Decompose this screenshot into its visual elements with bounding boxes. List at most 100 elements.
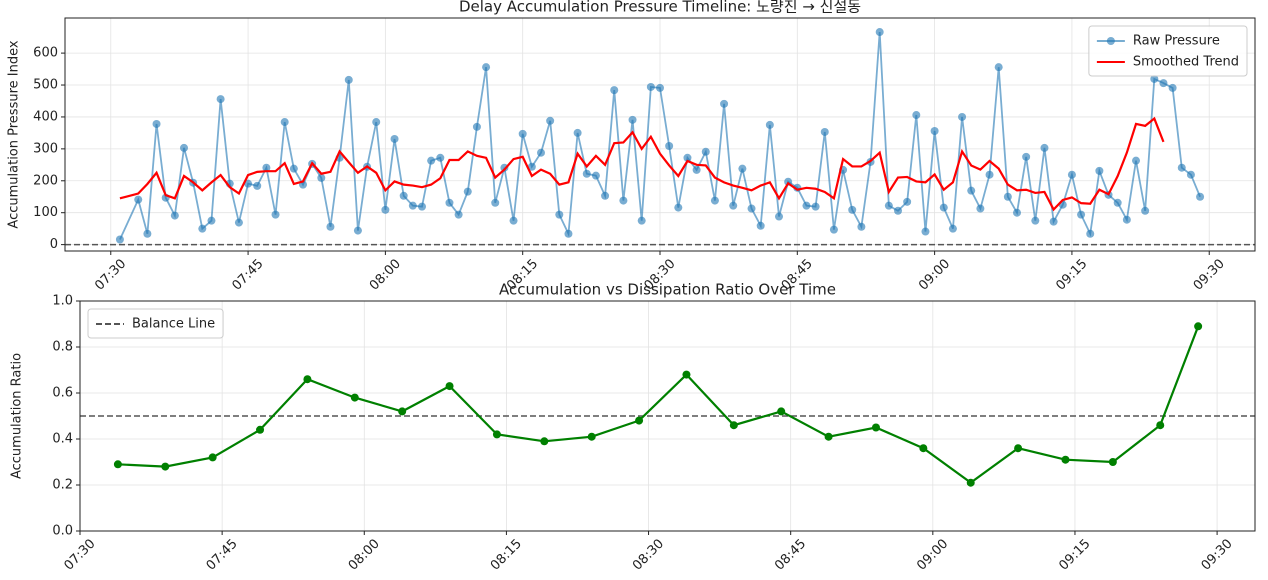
data-point	[1150, 74, 1159, 83]
data-point	[619, 196, 628, 205]
data-point	[912, 111, 921, 120]
data-point	[756, 221, 765, 230]
data-point	[802, 201, 811, 210]
data-point	[256, 425, 265, 434]
data-point	[1156, 421, 1165, 430]
legend-box	[1088, 25, 1248, 77]
data-point	[1177, 163, 1186, 172]
series-line	[117, 325, 1200, 485]
data-point	[262, 163, 271, 172]
data-point	[1194, 322, 1203, 331]
data-point	[540, 437, 549, 446]
data-point	[350, 393, 359, 402]
data-point	[582, 169, 591, 178]
data-point	[436, 153, 445, 162]
data-point	[701, 147, 710, 156]
data-point	[463, 187, 472, 196]
data-point	[637, 216, 646, 225]
data-point	[161, 462, 170, 471]
data-point	[747, 204, 756, 213]
x-tick-label: 09:30	[1199, 536, 1236, 573]
data-point	[777, 407, 786, 416]
data-point	[1196, 192, 1205, 201]
data-point	[399, 191, 408, 200]
data-point	[555, 210, 564, 219]
data-point	[1086, 229, 1095, 238]
x-tick-label: 07:30	[61, 536, 98, 573]
data-point	[1003, 192, 1012, 201]
data-point	[280, 118, 289, 127]
x-tick-label: 09:00	[916, 256, 953, 293]
data-point	[775, 212, 783, 221]
data-point	[353, 226, 362, 235]
legend-label: Balance Line	[132, 317, 215, 332]
x-tick-label: 08:45	[772, 536, 809, 573]
data-point	[682, 370, 691, 379]
data-point	[1040, 143, 1049, 152]
chart-title: Accumulation vs Dissipation Ratio Over T…	[499, 281, 836, 299]
legend: Raw Pressure Smoothed Trend	[1088, 25, 1248, 77]
data-point	[591, 171, 600, 180]
legend-label: Smoothed Trend	[1133, 55, 1239, 70]
data-point	[674, 203, 683, 212]
x-tick-label: 08:00	[346, 536, 383, 573]
x-tick-label: 09:30	[1191, 256, 1228, 293]
data-point	[234, 218, 243, 227]
data-point	[134, 195, 143, 204]
data-point	[729, 421, 738, 430]
data-point	[967, 186, 976, 195]
data-point	[930, 126, 939, 135]
data-point	[1186, 170, 1195, 179]
data-point	[390, 134, 399, 143]
data-point	[994, 63, 1003, 72]
data-point	[1014, 444, 1023, 453]
data-point	[894, 206, 902, 215]
data-point	[143, 229, 152, 238]
data-point	[635, 416, 644, 425]
x-tick-label: 09:00	[914, 536, 951, 573]
plot-frame	[79, 300, 1256, 532]
data-point	[564, 229, 573, 238]
data-point	[454, 210, 463, 219]
y-tick-label: 300	[33, 141, 58, 156]
data-point	[216, 95, 225, 104]
data-point	[1141, 206, 1150, 215]
data-point	[656, 83, 664, 92]
data-point	[573, 128, 582, 137]
data-point	[903, 197, 912, 206]
data-point	[1122, 215, 1131, 224]
y-axis-label: Accumulation Pressure Index	[7, 40, 22, 228]
x-tick-label: 08:15	[488, 536, 525, 573]
data-point	[985, 170, 994, 179]
data-point	[976, 204, 985, 213]
data-point	[1067, 170, 1076, 179]
x-tick-label: 07:45	[230, 256, 267, 293]
y-tick-label: 200	[33, 173, 58, 188]
data-point	[253, 181, 262, 190]
data-point	[509, 216, 518, 225]
data-point	[445, 382, 454, 391]
data-point	[829, 225, 838, 234]
data-point	[729, 201, 738, 210]
data-point	[492, 430, 501, 439]
data-point	[1168, 83, 1177, 92]
series-line	[119, 116, 1165, 212]
data-point	[537, 148, 545, 157]
data-point	[1095, 166, 1104, 175]
data-point	[824, 432, 833, 441]
data-point	[919, 444, 928, 453]
data-point	[857, 222, 866, 231]
data-point	[317, 173, 326, 182]
y-tick-label: 0.8	[52, 340, 73, 355]
data-point	[152, 119, 161, 128]
data-point	[271, 210, 280, 219]
data-point	[948, 224, 957, 233]
data-point	[958, 112, 967, 121]
y-tick-label: 0	[50, 237, 58, 252]
data-point	[518, 129, 527, 138]
data-point	[1159, 79, 1168, 88]
y-tick-label: 500	[33, 78, 58, 93]
y-tick-label: 0.6	[52, 386, 73, 401]
